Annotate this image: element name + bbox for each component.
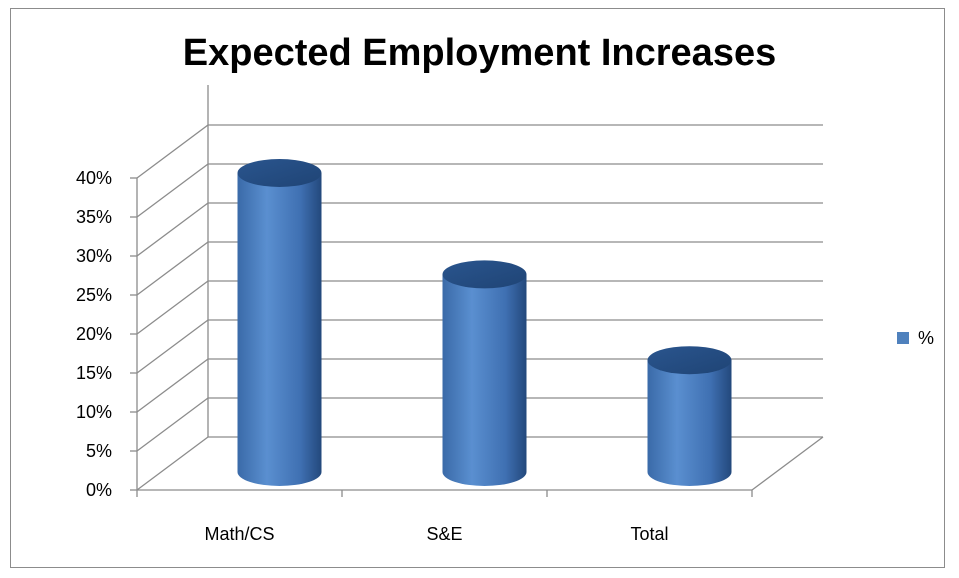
side-gridline xyxy=(136,319,209,374)
side-gridline xyxy=(136,124,209,179)
bar-top xyxy=(237,159,322,187)
side-gridline xyxy=(136,280,209,335)
side-gridline xyxy=(136,241,209,296)
x-tick-label: Math/CS xyxy=(204,524,274,544)
y-tick-label: 0% xyxy=(86,480,112,500)
y-tick-label: 40% xyxy=(76,168,112,188)
side-gridline xyxy=(136,163,209,218)
bar xyxy=(237,159,322,486)
bar-body xyxy=(442,274,527,486)
y-tick-label: 35% xyxy=(76,207,112,227)
bar-top xyxy=(442,260,527,289)
side-gridline xyxy=(136,436,209,491)
bar xyxy=(647,346,732,486)
floor-right-edge xyxy=(751,436,824,491)
y-tick-label: 10% xyxy=(76,402,112,422)
legend-label: % xyxy=(918,328,934,348)
side-gridline xyxy=(136,358,209,413)
legend-swatch xyxy=(897,332,909,344)
bar-body xyxy=(237,173,322,486)
x-tick-label: S&E xyxy=(426,524,462,544)
bar xyxy=(442,260,527,486)
bar-top xyxy=(647,346,732,375)
side-gridline xyxy=(136,397,209,452)
chart-title: Expected Employment Increases xyxy=(182,32,777,74)
y-tick-label: 15% xyxy=(76,363,112,383)
x-tick-label: Total xyxy=(630,524,668,544)
side-gridline xyxy=(136,202,209,257)
y-tick-label: 20% xyxy=(76,324,112,344)
bar-body xyxy=(647,360,732,486)
y-tick-label: 5% xyxy=(86,441,112,461)
y-tick-label: 25% xyxy=(76,285,112,305)
y-tick-label: 30% xyxy=(76,246,112,266)
